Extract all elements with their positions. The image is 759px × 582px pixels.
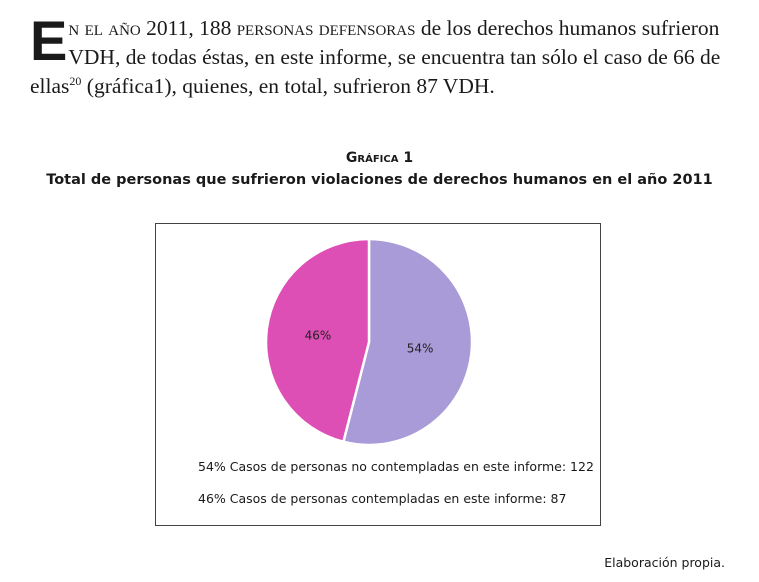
pie-chart: 54% 46% [264, 237, 474, 447]
pie-slice-label: 54% [407, 341, 434, 355]
paragraph-line-2: VDH, de todas éstas, en este informe, se… [68, 45, 721, 69]
intro-paragraph: E n el año 2011, 188 personas defensoras… [30, 9, 735, 101]
figure-title: Total de personas que sufrieron violacio… [46, 172, 713, 188]
smallcaps-opening: n el año [68, 16, 141, 40]
smallcaps-defensoras: personas defensoras [236, 16, 416, 40]
chart-frame: 54% 46% 54% Casos de personas no contempl… [155, 223, 601, 526]
paragraph-text: ellas [30, 74, 70, 98]
paragraph-text: 2011, 188 [140, 16, 237, 40]
figure-source: Elaboración propia. [604, 555, 725, 570]
pie-slice-label: 46% [305, 329, 332, 343]
paragraph-line-3: ellas20 (gráfica1), quienes, en total, s… [30, 72, 735, 101]
drop-cap: E [30, 9, 68, 72]
paragraph-line-1: n el año 2011, 188 personas defensoras d… [30, 14, 735, 43]
pie-slice [341, 237, 474, 447]
legend-entry: 54% Casos de personas no contempladas en… [198, 459, 594, 474]
paragraph-text: (gráfica1), quienes, en total, sufrieron… [81, 74, 495, 98]
footnote-ref[interactable]: 20 [69, 73, 82, 88]
paragraph-text: de los derechos humanos sufrieron [415, 16, 720, 40]
pie-slice [264, 237, 371, 444]
legend-entry: 46% Casos de personas contempladas en es… [198, 491, 567, 506]
figure-kicker: Gráfica 1 [345, 150, 414, 166]
